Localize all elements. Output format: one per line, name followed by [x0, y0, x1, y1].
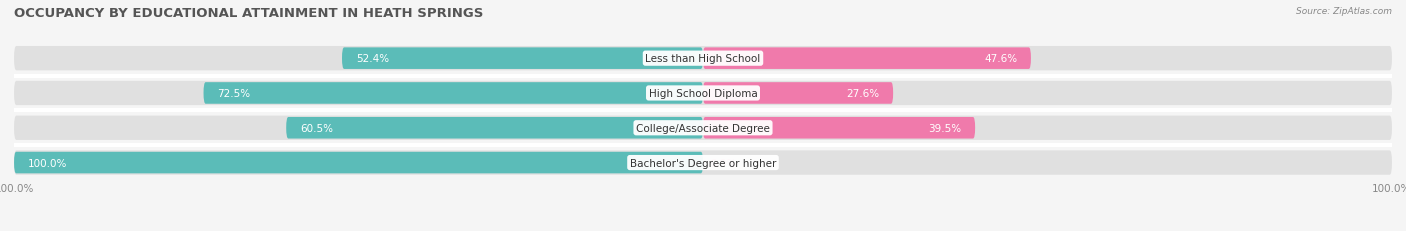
FancyBboxPatch shape: [342, 48, 703, 70]
Text: 39.5%: 39.5%: [928, 123, 962, 133]
FancyBboxPatch shape: [287, 118, 703, 139]
FancyBboxPatch shape: [703, 83, 893, 104]
FancyBboxPatch shape: [703, 48, 1031, 70]
FancyBboxPatch shape: [204, 83, 703, 104]
Text: College/Associate Degree: College/Associate Degree: [636, 123, 770, 133]
Text: Less than High School: Less than High School: [645, 54, 761, 64]
Text: Source: ZipAtlas.com: Source: ZipAtlas.com: [1296, 7, 1392, 16]
FancyBboxPatch shape: [14, 47, 1392, 71]
Text: 47.6%: 47.6%: [984, 54, 1017, 64]
Text: 52.4%: 52.4%: [356, 54, 389, 64]
Text: 60.5%: 60.5%: [299, 123, 333, 133]
FancyBboxPatch shape: [14, 151, 1392, 175]
FancyBboxPatch shape: [14, 152, 703, 174]
FancyBboxPatch shape: [14, 116, 1392, 140]
Text: 27.6%: 27.6%: [846, 88, 879, 99]
Text: Bachelor's Degree or higher: Bachelor's Degree or higher: [630, 158, 776, 168]
FancyBboxPatch shape: [703, 118, 976, 139]
Text: 100.0%: 100.0%: [28, 158, 67, 168]
Text: 0.0%: 0.0%: [710, 158, 737, 168]
FancyBboxPatch shape: [14, 82, 1392, 106]
Text: OCCUPANCY BY EDUCATIONAL ATTAINMENT IN HEATH SPRINGS: OCCUPANCY BY EDUCATIONAL ATTAINMENT IN H…: [14, 7, 484, 20]
Text: High School Diploma: High School Diploma: [648, 88, 758, 99]
Text: 72.5%: 72.5%: [218, 88, 250, 99]
